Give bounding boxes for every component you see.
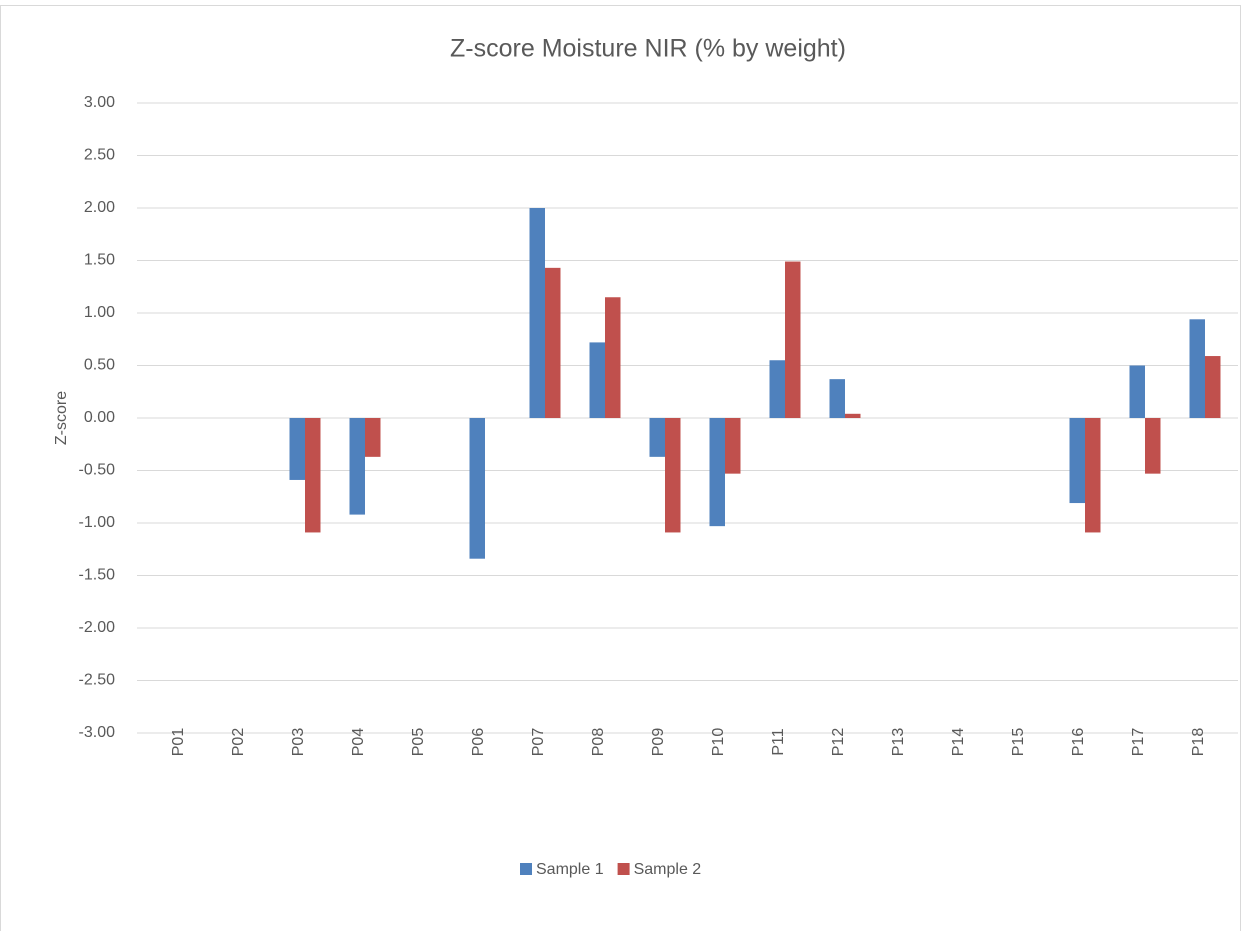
y-tick-label: 1.00 [84, 304, 115, 321]
y-tick-label: -3.00 [79, 724, 116, 741]
x-tick-label: P04 [350, 728, 367, 757]
bar [1145, 418, 1161, 474]
bar [1085, 418, 1101, 533]
x-tick-label: P01 [170, 728, 187, 757]
y-tick-label: 0.50 [84, 357, 115, 374]
x-tick-label: P13 [890, 728, 907, 757]
bar [709, 418, 725, 527]
bar [769, 360, 785, 418]
x-tick-label: P17 [1130, 728, 1147, 757]
y-tick-label: 0.00 [84, 409, 115, 426]
bar [1189, 319, 1205, 418]
y-tick-label: 3.00 [84, 94, 115, 111]
legend-label: Sample 2 [634, 861, 702, 878]
bar [545, 267, 561, 418]
bar [605, 297, 621, 418]
x-tick-label: P02 [230, 728, 247, 757]
bar [665, 418, 681, 533]
x-tick-label: P05 [410, 728, 427, 757]
y-tick-label: -2.00 [79, 619, 116, 636]
x-tick-label: P12 [830, 728, 847, 757]
chart-border [0, 5, 1241, 931]
bar [1129, 365, 1145, 418]
y-tick-label: -1.50 [79, 567, 116, 584]
x-tick-label: P18 [1190, 728, 1207, 757]
bar [349, 418, 365, 515]
bar [1069, 418, 1085, 504]
legend-swatch [520, 863, 532, 875]
y-tick-label: -1.00 [79, 514, 116, 531]
y-tick-label: 2.50 [84, 147, 115, 164]
x-tick-label: P16 [1070, 728, 1087, 757]
bar [289, 418, 305, 480]
bar [1205, 356, 1221, 418]
x-tick-label: P06 [470, 728, 487, 757]
y-tick-label: -2.50 [79, 672, 116, 689]
y-axis-label: Z-score [53, 391, 70, 445]
x-tick-label: P11 [770, 728, 787, 755]
y-tick-label: 2.00 [84, 199, 115, 216]
bar [589, 342, 605, 418]
y-tick-label: -0.50 [79, 462, 116, 479]
x-tick-label: P09 [650, 728, 667, 757]
bar [649, 418, 665, 457]
bar [829, 379, 845, 418]
y-tick-label: 1.50 [84, 252, 115, 269]
x-tick-label: P03 [290, 728, 307, 757]
legend-swatch [617, 863, 630, 875]
x-tick-label: P08 [590, 728, 607, 757]
bar [725, 418, 741, 474]
bar [845, 413, 861, 418]
x-tick-label: P07 [530, 728, 547, 757]
bar [469, 418, 485, 559]
bar [529, 208, 545, 418]
x-tick-label: P14 [950, 728, 967, 757]
bar [365, 418, 381, 457]
legend-label: Sample 1 [536, 861, 604, 878]
bar [305, 418, 321, 533]
bar [785, 261, 801, 418]
x-tick-label: P15 [1010, 728, 1027, 757]
chart-title: Z-score Moisture NIR (% by weight) [450, 35, 846, 63]
x-tick-label: P10 [710, 728, 727, 757]
